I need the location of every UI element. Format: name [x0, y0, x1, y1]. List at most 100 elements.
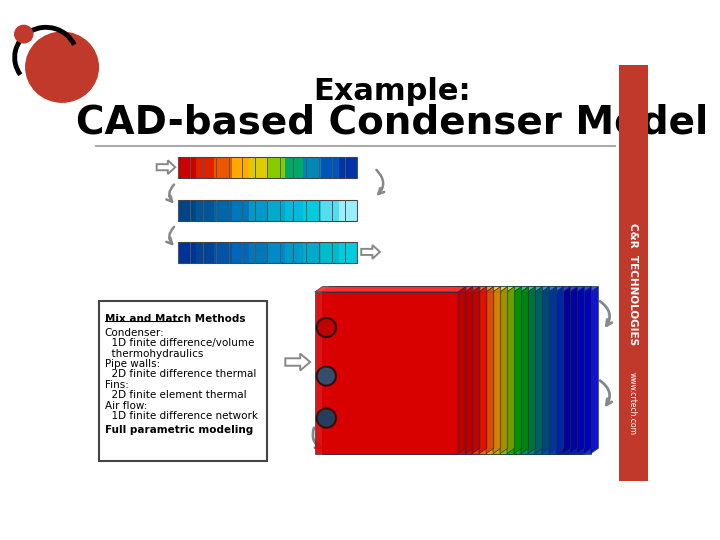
- Bar: [232, 200, 250, 221]
- Polygon shape: [577, 287, 585, 454]
- Polygon shape: [528, 287, 536, 454]
- Bar: [364, 292, 507, 454]
- Bar: [339, 200, 357, 221]
- Polygon shape: [315, 287, 466, 292]
- Polygon shape: [584, 287, 591, 454]
- Bar: [618, 65, 648, 481]
- Text: C&R  TECHNOLOGIES: C&R TECHNOLOGIES: [628, 223, 637, 345]
- Polygon shape: [549, 287, 557, 454]
- Circle shape: [319, 320, 334, 335]
- Bar: [339, 157, 357, 178]
- Polygon shape: [465, 287, 473, 454]
- Bar: [178, 242, 196, 262]
- Polygon shape: [563, 287, 570, 454]
- Polygon shape: [356, 287, 508, 292]
- Bar: [350, 292, 493, 454]
- Polygon shape: [590, 287, 598, 454]
- Bar: [441, 292, 584, 454]
- Circle shape: [316, 318, 336, 338]
- Bar: [196, 157, 214, 178]
- Polygon shape: [364, 287, 515, 292]
- Polygon shape: [343, 287, 494, 292]
- Bar: [329, 292, 472, 454]
- Polygon shape: [486, 287, 494, 454]
- Circle shape: [14, 25, 33, 43]
- Text: Condenser:: Condenser:: [104, 328, 164, 338]
- Text: Example:: Example:: [313, 77, 471, 106]
- Polygon shape: [392, 287, 543, 292]
- Polygon shape: [472, 287, 480, 454]
- Bar: [214, 200, 232, 221]
- Bar: [433, 292, 577, 454]
- Bar: [303, 200, 321, 221]
- Bar: [343, 292, 486, 454]
- Bar: [214, 157, 232, 178]
- Text: 2D finite element thermal: 2D finite element thermal: [104, 390, 246, 400]
- Bar: [419, 292, 563, 454]
- Bar: [356, 292, 500, 454]
- Polygon shape: [500, 287, 508, 454]
- Bar: [339, 242, 357, 262]
- Bar: [336, 292, 479, 454]
- Bar: [321, 157, 339, 178]
- Polygon shape: [507, 287, 515, 454]
- Polygon shape: [441, 287, 591, 292]
- Text: Fins:: Fins:: [104, 380, 129, 390]
- Polygon shape: [361, 245, 380, 259]
- Text: thermohydraulics: thermohydraulics: [104, 348, 203, 359]
- Bar: [178, 200, 357, 221]
- Bar: [178, 157, 196, 178]
- Polygon shape: [521, 287, 528, 454]
- Bar: [322, 292, 465, 454]
- Bar: [321, 200, 339, 221]
- Bar: [447, 292, 590, 454]
- Bar: [196, 242, 214, 262]
- Circle shape: [26, 32, 99, 102]
- FancyBboxPatch shape: [99, 301, 266, 461]
- Polygon shape: [336, 287, 487, 292]
- Bar: [196, 200, 214, 221]
- Polygon shape: [371, 287, 522, 292]
- Bar: [214, 242, 232, 262]
- Bar: [285, 242, 303, 262]
- Polygon shape: [285, 354, 310, 370]
- Bar: [267, 242, 285, 262]
- Text: Air flow:: Air flow:: [104, 401, 147, 410]
- Bar: [321, 242, 339, 262]
- Polygon shape: [413, 287, 564, 292]
- Bar: [398, 292, 542, 454]
- Text: www.crtech.com: www.crtech.com: [628, 372, 637, 435]
- Circle shape: [316, 408, 336, 428]
- Polygon shape: [514, 287, 522, 454]
- Polygon shape: [542, 287, 549, 454]
- Bar: [371, 292, 514, 454]
- Bar: [426, 292, 570, 454]
- Polygon shape: [479, 287, 487, 454]
- Circle shape: [319, 368, 334, 384]
- Text: Full parametric modeling: Full parametric modeling: [104, 425, 253, 435]
- Text: 1D finite difference/volume: 1D finite difference/volume: [104, 338, 254, 348]
- Bar: [392, 292, 535, 454]
- Polygon shape: [556, 287, 564, 454]
- Polygon shape: [570, 287, 577, 454]
- Polygon shape: [405, 287, 557, 292]
- Bar: [413, 292, 556, 454]
- Bar: [250, 200, 267, 221]
- Circle shape: [316, 366, 336, 386]
- Bar: [303, 157, 321, 178]
- Polygon shape: [535, 287, 543, 454]
- Circle shape: [319, 410, 334, 426]
- Text: Pipe walls:: Pipe walls:: [104, 359, 160, 369]
- Bar: [384, 292, 528, 454]
- Bar: [315, 292, 458, 454]
- Bar: [267, 157, 285, 178]
- Bar: [178, 200, 196, 221]
- Bar: [250, 242, 267, 262]
- Polygon shape: [384, 287, 536, 292]
- Polygon shape: [426, 287, 577, 292]
- Polygon shape: [433, 287, 585, 292]
- Polygon shape: [419, 287, 570, 292]
- Polygon shape: [398, 287, 549, 292]
- Text: 1D finite difference network: 1D finite difference network: [104, 411, 258, 421]
- Polygon shape: [458, 287, 466, 454]
